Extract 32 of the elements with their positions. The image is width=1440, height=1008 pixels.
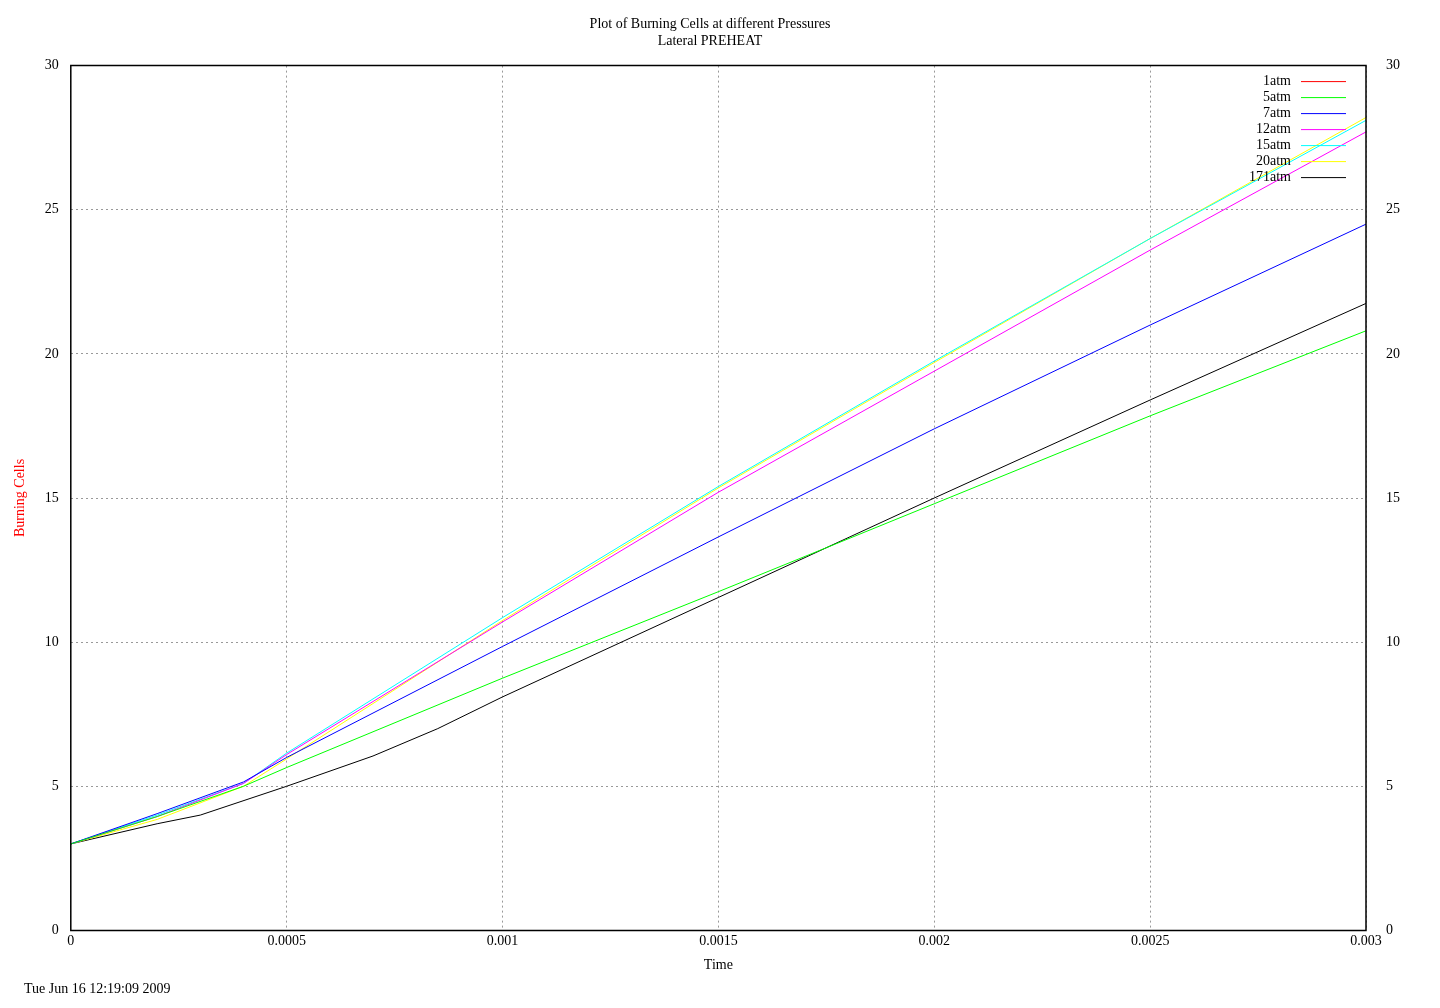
y2-tick-label: 15 — [1386, 489, 1400, 505]
x-tick-label: 0 — [67, 933, 75, 949]
legend-label: 20atm — [1256, 153, 1292, 169]
x-tick-label: 0.0025 — [1130, 933, 1170, 949]
x-tick-label: 0.0015 — [699, 933, 738, 949]
y-tick-label: 20 — [44, 345, 59, 361]
x-axis-title: Time — [703, 957, 733, 973]
y-tick-label: 15 — [44, 489, 59, 505]
y-tick-label: 30 — [44, 57, 59, 73]
legend-label: 12atm — [1256, 121, 1292, 137]
legend-label: 15atm — [1256, 137, 1292, 153]
y2-tick-label: 30 — [1386, 57, 1400, 73]
y2-tick-label: 20 — [1386, 345, 1400, 361]
y-axis-title: Burning Cells — [12, 458, 28, 538]
legend-label: 5atm — [1263, 89, 1292, 105]
y2-tick-label: 5 — [1386, 777, 1393, 793]
y2-tick-label: 0 — [1386, 922, 1393, 938]
y2-tick-label: 10 — [1386, 633, 1400, 649]
x-tick-label: 0.0005 — [267, 933, 306, 949]
x-tick-label: 0.002 — [918, 933, 951, 949]
legend-label: 1atm — [1263, 73, 1292, 89]
y-tick-label: 10 — [44, 633, 59, 649]
y-tick-label: 25 — [44, 201, 59, 217]
y2-tick-label: 25 — [1386, 201, 1400, 217]
y-tick-label: 5 — [51, 777, 59, 793]
legend-label: 7atm — [1263, 105, 1292, 121]
y-tick-label: 0 — [51, 922, 59, 938]
x-tick-label: 0.003 — [1350, 933, 1382, 949]
text: Tue Jun 16 12:19:09 2009 — [24, 980, 171, 996]
x-tick-label: 0.001 — [486, 933, 519, 949]
chart-subtitle: Lateral PREHEAT — [657, 32, 763, 48]
chart-title: Plot of Burning Cells at different Pressures — [589, 16, 831, 32]
